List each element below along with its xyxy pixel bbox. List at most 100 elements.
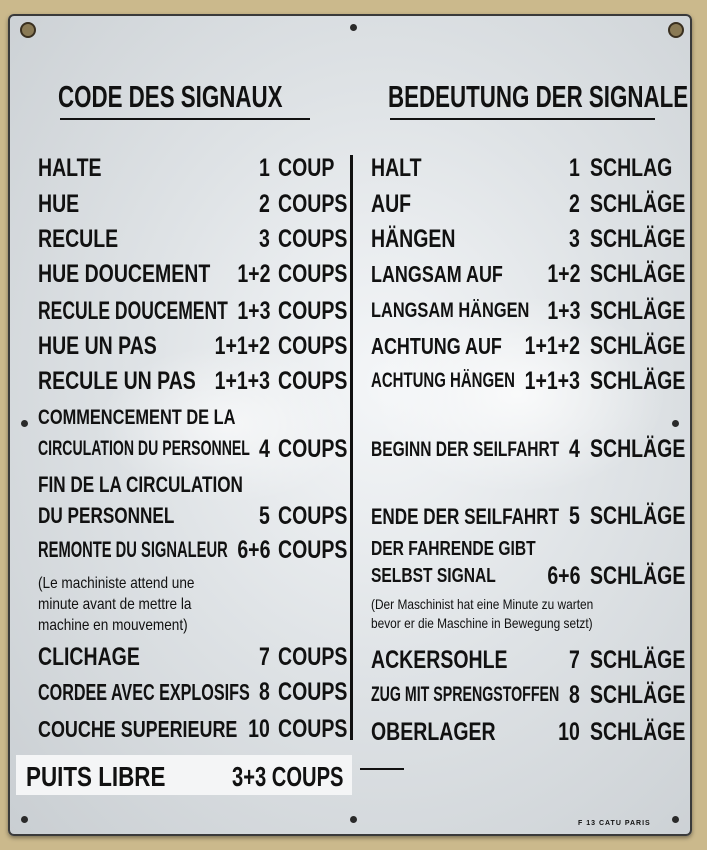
- signal-unit: SCHLAG: [590, 154, 673, 182]
- signal-count: 6+6: [236, 536, 270, 564]
- signal-label: REMONTE DU SIGNALEUR: [38, 537, 228, 562]
- signal-unit: COUPS: [278, 190, 348, 218]
- signal-unit: COUPS: [278, 435, 348, 463]
- signal-label: SELBST SIGNAL: [371, 565, 496, 587]
- signal-count: 5: [259, 502, 270, 530]
- signal-unit: SCHLÄGE: [590, 681, 686, 709]
- signal-label: CIRCULATION DU PERSONNEL: [38, 437, 250, 460]
- signal-label: CLICHAGE: [38, 643, 140, 671]
- puits-libre-count: 3+3 COUPS: [232, 761, 344, 792]
- signal-unit: COUPS: [278, 643, 348, 671]
- signal-count: 10: [558, 718, 580, 746]
- signal-unit: SCHLÄGE: [590, 435, 686, 463]
- mount-hole: [21, 816, 28, 823]
- signal-unit: SCHLÄGE: [590, 190, 686, 218]
- maker-mark: F 13 CATU PARIS: [578, 820, 651, 827]
- header-german: BEDEUTUNG DER SIGNALE: [388, 79, 689, 114]
- signal-unit: SCHLÄGE: [590, 225, 686, 253]
- signal-count: 4: [569, 435, 580, 463]
- signal-unit: COUPS: [278, 260, 348, 288]
- signal-unit: COUPS: [278, 332, 348, 360]
- signal-label: LANGSAM HÄNGEN: [371, 299, 530, 322]
- note-line: bevor er die Maschine in Bewegung setzt): [371, 615, 593, 631]
- signal-label: OBERLAGER: [371, 718, 496, 746]
- column-divider: [350, 155, 353, 740]
- signal-label: ACKERSOHLE: [371, 646, 508, 674]
- signal-label: HÄNGEN: [371, 225, 456, 253]
- signal-count: 2: [569, 190, 580, 218]
- screw: [668, 22, 684, 38]
- signal-count: 1+1+2: [214, 332, 270, 360]
- note-line: machine en mouvement): [38, 617, 188, 634]
- signal-label: CORDEE AVEC EXPLOSIFS: [38, 679, 250, 705]
- signal-label: ACHTUNG HÄNGEN: [371, 369, 515, 392]
- signal-unit: SCHLÄGE: [590, 260, 686, 288]
- mount-hole: [350, 24, 357, 31]
- signal-count: 3: [569, 225, 580, 253]
- glare: [368, 294, 668, 494]
- signal-count: 4: [259, 435, 270, 463]
- signal-label: ENDE DER SEILFAHRT: [371, 504, 560, 529]
- signal-label: HUE UN PAS: [38, 332, 157, 360]
- signal-unit: SCHLÄGE: [590, 718, 686, 746]
- screw: [20, 22, 36, 38]
- signal-label: HUE: [38, 190, 80, 218]
- signal-label: HUE DOUCEMENT: [38, 260, 211, 288]
- signal-count: 3: [259, 225, 270, 253]
- signal-unit: SCHLÄGE: [590, 367, 686, 395]
- signal-label: DU PERSONNEL: [38, 503, 175, 528]
- header-french: CODE DES SIGNAUX: [58, 79, 283, 114]
- signal-label: AUF: [371, 190, 412, 218]
- signal-unit: COUP: [278, 154, 335, 182]
- signal-count: 1: [259, 154, 270, 182]
- footer-rule: [360, 768, 404, 770]
- signal-unit: SCHLÄGE: [590, 646, 686, 674]
- signal-count: 5: [569, 502, 580, 530]
- signal-unit: COUPS: [278, 225, 348, 253]
- signal-unit: COUPS: [278, 502, 348, 530]
- signal-count: 1+1+3: [214, 367, 270, 395]
- signal-count: 7: [569, 646, 580, 674]
- signal-label: RECULE UN PAS: [38, 367, 196, 395]
- signal-unit: SCHLÄGE: [590, 297, 686, 325]
- signal-label: RECULE: [38, 225, 119, 253]
- signal-count: 8: [569, 681, 580, 709]
- mount-hole: [672, 420, 679, 427]
- signal-count: 10: [248, 715, 270, 743]
- mount-hole: [350, 816, 357, 823]
- note-line: minute avant de mettre la: [38, 596, 192, 613]
- signal-unit: SCHLÄGE: [590, 502, 686, 530]
- signal-label: COMMENCEMENT DE LA: [38, 406, 236, 429]
- signal-count: 7: [259, 643, 270, 671]
- signal-label: ACHTUNG AUF: [371, 333, 502, 359]
- signal-count: 1+1+3: [524, 367, 580, 395]
- note-line: (Der Maschinist hat eine Minute zu warte…: [371, 596, 594, 612]
- puits-libre-panel: [16, 755, 352, 795]
- signal-count: 1+3: [546, 297, 580, 325]
- signal-count: 6+6: [546, 562, 580, 590]
- signal-count: 1+3: [236, 297, 270, 325]
- signal-label: HALTE: [38, 154, 102, 182]
- signal-unit: SCHLÄGE: [590, 332, 686, 360]
- header-underline: [60, 118, 310, 120]
- mount-hole: [21, 420, 28, 427]
- signal-count: 1+2: [236, 260, 270, 288]
- puits-libre-label: PUITS LIBRE: [26, 761, 166, 792]
- signal-label: BEGINN DER SEILFAHRT: [371, 438, 560, 461]
- signal-unit: COUPS: [278, 297, 348, 325]
- signal-count: 1+1+2: [524, 332, 580, 360]
- signal-unit: COUPS: [278, 536, 348, 564]
- signal-unit: SCHLÄGE: [590, 562, 686, 590]
- signal-unit: COUPS: [278, 715, 348, 743]
- header-underline: [390, 118, 655, 120]
- signal-count: 1+2: [546, 260, 580, 288]
- signal-label: DER FAHRENDE GIBT: [371, 538, 536, 560]
- signal-label: LANGSAM AUF: [371, 261, 503, 287]
- signal-label: FIN DE LA CIRCULATION: [38, 472, 243, 497]
- signal-label: RECULE DOUCEMENT: [38, 297, 228, 325]
- signal-unit: COUPS: [278, 678, 348, 706]
- note-line: (Le machiniste attend une: [38, 575, 195, 592]
- signal-label: ZUG MIT SPRENGSTOFFEN: [371, 683, 560, 706]
- mount-hole: [672, 816, 679, 823]
- signal-count: 2: [259, 190, 270, 218]
